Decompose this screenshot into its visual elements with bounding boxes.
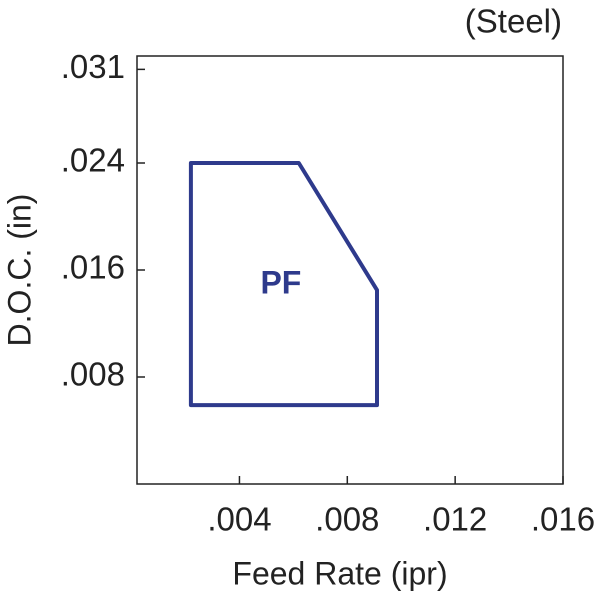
y-tick-label: .008 [61, 356, 125, 393]
region-label: PF [260, 265, 301, 301]
x-axis-label: Feed Rate (ipr) [232, 555, 447, 591]
plot-frame [136, 55, 564, 485]
y-tick-label: .016 [61, 249, 125, 286]
y-tick-label: .024 [61, 142, 125, 179]
x-tick-label: .008 [315, 501, 379, 538]
y-tick-label: .031 [61, 48, 125, 85]
y-axis-label: D.O.C. (in) [1, 194, 37, 347]
x-tick-label: .004 [207, 501, 271, 538]
x-tick-label: .012 [423, 501, 487, 538]
x-tick-label: .016 [531, 501, 595, 538]
region-outline [188, 161, 379, 408]
annotation: (Steel) [465, 3, 562, 40]
